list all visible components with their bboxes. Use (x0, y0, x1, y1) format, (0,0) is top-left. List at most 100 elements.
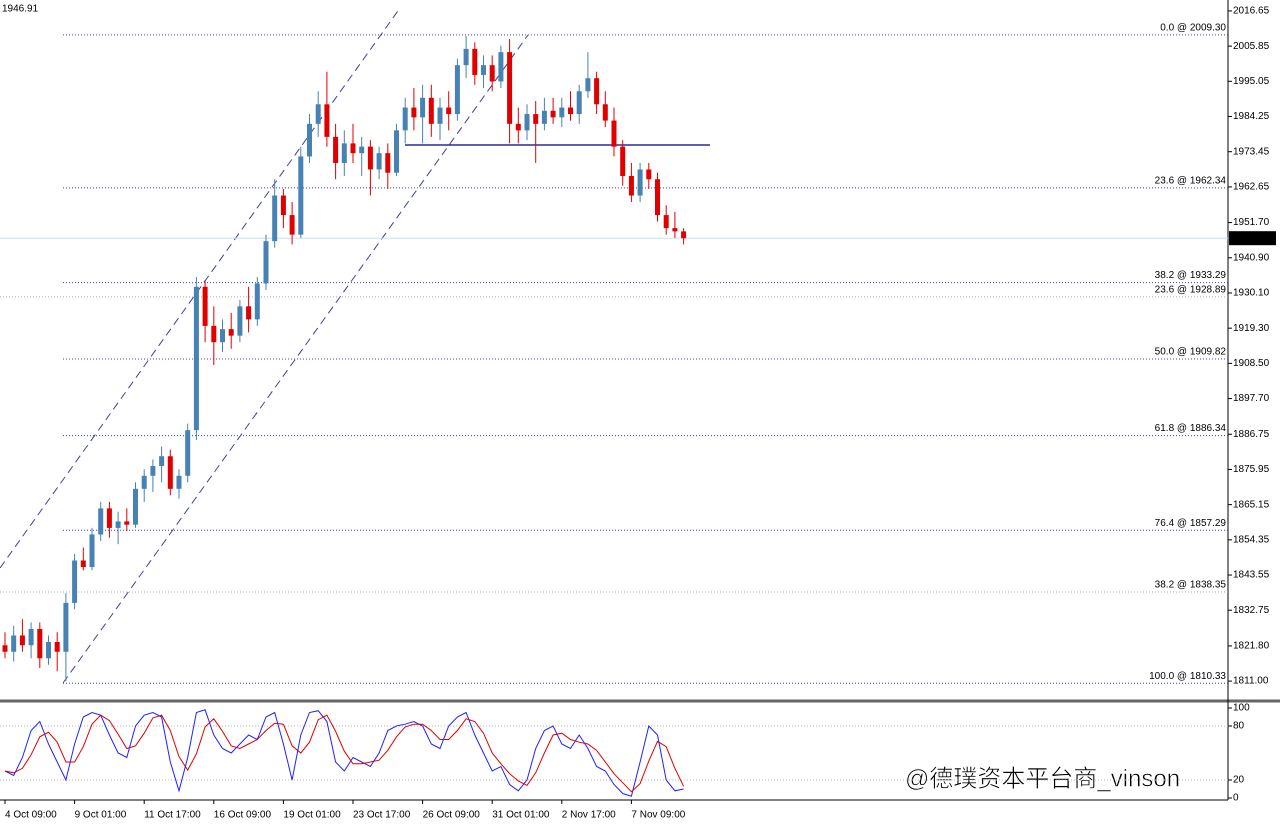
y-tick-label: 1843.55 (1233, 570, 1270, 581)
stochastic-line (4, 714, 685, 793)
y-tick-label: 2016.65 (1233, 6, 1270, 17)
candle-body (602, 104, 608, 121)
candle-body (2, 645, 8, 652)
candle-body (141, 475, 147, 489)
candle-body (507, 52, 513, 124)
candle-body (106, 508, 112, 528)
y-tick-label: 1930.10 (1233, 288, 1270, 299)
last-price-box (1229, 231, 1276, 246)
candle-body (359, 146, 365, 154)
candle-body (263, 241, 269, 284)
y-tick-label: 1962.65 (1233, 182, 1270, 193)
y2-tick-label: 100 (1233, 703, 1250, 714)
x-tick-label: 9 Oct 01:00 (75, 810, 127, 821)
channel-line (0, 7, 401, 569)
candle-body (19, 635, 25, 646)
candle-body (611, 120, 617, 147)
candle-body (446, 107, 452, 115)
fib-label: 38.2 @ 1838.35 (1155, 580, 1227, 591)
fib-label: 38.2 @ 1933.29 (1155, 270, 1227, 281)
y-tick-label: 1995.05 (1233, 76, 1270, 87)
y-tick-label: 1984.25 (1233, 111, 1270, 122)
candle-body (428, 97, 434, 124)
candle-body (524, 114, 530, 131)
candle-body (202, 286, 208, 326)
y-tick-label: 1919.30 (1233, 323, 1270, 334)
candle-body (568, 107, 573, 115)
candle-body (315, 104, 321, 124)
candle-body (628, 175, 634, 196)
candle-body (72, 560, 78, 603)
candle-body (298, 156, 304, 235)
candle-body (150, 466, 156, 476)
candle-body (559, 107, 565, 118)
last-price-text: 1946.91 (2, 4, 39, 15)
y-tick-label: 1821.80 (1233, 641, 1270, 652)
candle-body (576, 91, 582, 115)
candle-body (585, 78, 591, 92)
candle-body (193, 286, 199, 431)
candle-body (98, 508, 104, 535)
y-tick-label: 1875.95 (1233, 464, 1270, 475)
x-tick-label: 2 Nov 17:00 (562, 810, 616, 821)
candle-body (646, 169, 652, 180)
candle-body (185, 430, 191, 476)
y-tick-label: 1886.75 (1233, 429, 1270, 440)
channel-lines (0, 7, 529, 684)
x-tick-label: 11 Oct 17:00 (144, 810, 201, 821)
last-price-label: 1946.91 (1233, 233, 1270, 244)
candle-body (220, 329, 225, 343)
candle-body (394, 130, 399, 173)
candle-body (167, 456, 173, 489)
y-tick-label: 1897.70 (1233, 393, 1270, 404)
y-tick-label: 1951.70 (1233, 217, 1270, 228)
y-tick-label: 1940.90 (1233, 252, 1270, 263)
channel-line (62, 34, 529, 684)
candle-body (472, 48, 478, 75)
fib-label: 23.6 @ 1962.34 (1155, 176, 1227, 187)
candle-body (324, 104, 330, 137)
candle-body (176, 475, 182, 489)
candle-body (533, 114, 539, 124)
candle-body (37, 628, 43, 659)
y2-tick-label: 20 (1233, 775, 1245, 786)
candle-body (254, 283, 260, 320)
watermark: @德璞资本平台商_vinson (905, 765, 1180, 792)
candle-body (402, 107, 408, 131)
candle-body (411, 107, 417, 118)
candle-body (541, 110, 547, 124)
candle-body (11, 635, 17, 652)
candle-body (272, 195, 278, 242)
candle-body (307, 123, 312, 157)
candle-body (237, 306, 243, 336)
x-tick-label: 7 Nov 09:00 (631, 810, 685, 821)
candle-body (350, 143, 356, 154)
candle-body (437, 107, 443, 124)
candle-body (54, 641, 60, 652)
candle-body (385, 153, 391, 173)
candle-body (289, 215, 295, 235)
candle-body (159, 456, 165, 467)
candle-body (333, 136, 339, 163)
candle-body (246, 306, 252, 320)
candle-body (655, 179, 660, 216)
candle-body (28, 628, 34, 646)
fib-label: 100.0 @ 1810.33 (1149, 671, 1226, 682)
fib-label: 76.4 @ 1857.29 (1155, 518, 1227, 529)
x-tick-label: 31 Oct 01:00 (492, 810, 550, 821)
candle-body (280, 195, 286, 216)
y2-tick-label: 0 (1233, 793, 1239, 804)
candle-body (681, 231, 687, 239)
fib-label: 50.0 @ 1909.82 (1155, 347, 1227, 358)
candle-body (89, 534, 95, 568)
y-tick-label: 1865.15 (1233, 499, 1270, 510)
candle-body (211, 325, 217, 343)
y-tick-label: 1832.75 (1233, 605, 1270, 616)
candle-body (228, 329, 234, 336)
y-tick-label: 1811.00 (1233, 676, 1269, 687)
candle-body (133, 488, 138, 525)
candle-body (663, 215, 669, 229)
fib-label: 23.6 @ 1928.89 (1155, 285, 1227, 296)
candle-body (80, 560, 86, 568)
candle-body (594, 78, 600, 105)
